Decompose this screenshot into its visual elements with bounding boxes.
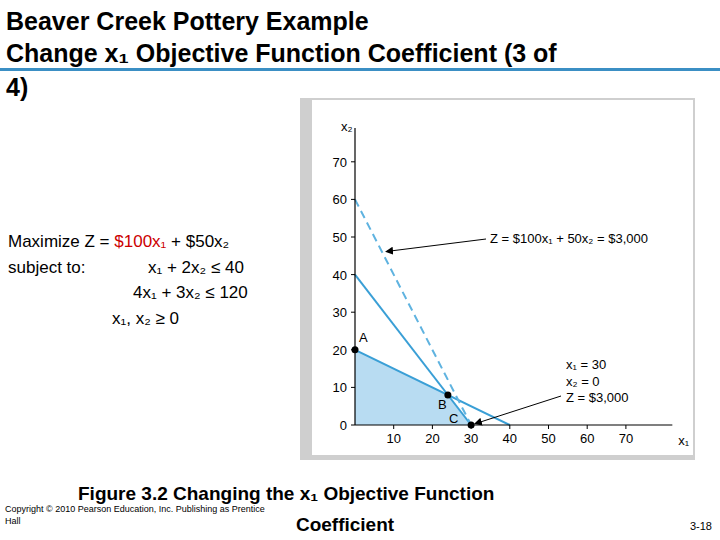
x-tick (432, 425, 433, 429)
y-tick-label: 10 (333, 380, 347, 395)
point-labels: A BC (359, 330, 458, 426)
title-line: Beaver Creek Pottery Example (6, 7, 369, 35)
plot-data (352, 199, 510, 428)
copyright: Hall (5, 516, 21, 526)
x-tick-label: 20 (425, 431, 439, 446)
x-tick (587, 425, 588, 429)
y-tick (351, 387, 355, 388)
annotation-text: Z = $3,000 (566, 390, 629, 405)
point-label: A (359, 330, 368, 345)
y-axis (354, 128, 355, 425)
constraint: 4x₁ + 3x₂ ≤ 120 (133, 283, 248, 302)
y-tick (351, 237, 355, 238)
annotation-arrow (475, 396, 561, 424)
y-tick-label: 50 (333, 230, 347, 245)
x-axis (355, 424, 672, 425)
y-tick-label: 40 (333, 268, 347, 283)
subject-to: subject to: (8, 258, 86, 277)
title-rule (0, 68, 720, 71)
y-tick (351, 274, 355, 275)
title-line: 4) (6, 73, 28, 101)
x-tick-label: 40 (503, 431, 517, 446)
constraint-line (355, 275, 471, 425)
y-tick-label: 20 (333, 343, 347, 358)
feasible-region (355, 350, 471, 425)
caption: Figure 3.2 Changing the x₁ Objective Fun… (78, 483, 494, 504)
objective: Maximize Z = $100x₁ + $50x₂ (8, 232, 229, 251)
y-tick (351, 161, 355, 162)
slide: Beaver Creek Pottery Example Change x₁ Ob… (0, 0, 720, 540)
annotation-text: x₁ = 30 (566, 357, 606, 372)
page-number: 3-18 (690, 520, 712, 532)
figure-panel (312, 100, 693, 455)
point-label: B (438, 397, 447, 412)
x-tick-label: 30 (464, 431, 478, 446)
y-tick (351, 425, 355, 426)
y-tick-label: 0 (340, 418, 347, 433)
annotation-arrow (386, 239, 486, 252)
objective-part: $100x₁ (114, 232, 166, 251)
x-tick-label: 10 (386, 431, 400, 446)
x-tick-label: 60 (580, 431, 594, 446)
x-tick (393, 425, 394, 429)
y-tick-label: 60 (333, 192, 347, 207)
y-tick (351, 199, 355, 200)
title-line: Change x₁ Objective Function Coefficient… (6, 39, 557, 67)
objective-line (355, 199, 471, 425)
constraint: x₁, x₂ ≥ 0 (112, 309, 179, 328)
y-tick-label: 70 (333, 155, 347, 170)
annotation-text: x₂ = 0 (566, 374, 600, 389)
copyright: Copyright © 2010 Pearson Education, Inc.… (5, 504, 265, 514)
x-tick-label: 70 (619, 431, 633, 446)
x-axis-label: x₁ (678, 433, 690, 448)
x-tick (471, 425, 472, 429)
y-tick (351, 349, 355, 350)
x-tick (625, 425, 626, 429)
figure-frame (300, 98, 695, 460)
y-axis-label: x₂ (341, 119, 353, 134)
point-label: C (449, 411, 458, 426)
constraint: x₁ + 2x₂ ≤ 40 (148, 258, 244, 277)
annotation-text: Z = $100x₁ + 50x₂ = $3,000 (490, 231, 648, 246)
x-tick-label: 50 (541, 431, 555, 446)
caption: Coefficient (296, 514, 395, 535)
objective-part: Maximize Z = (8, 232, 114, 251)
objective-part: + $50x₂ (166, 232, 229, 251)
x-tick (509, 425, 510, 429)
y-tick-label: 30 (333, 305, 347, 320)
constraint-line (355, 350, 510, 425)
y-tick (351, 312, 355, 313)
x-tick (548, 425, 549, 429)
